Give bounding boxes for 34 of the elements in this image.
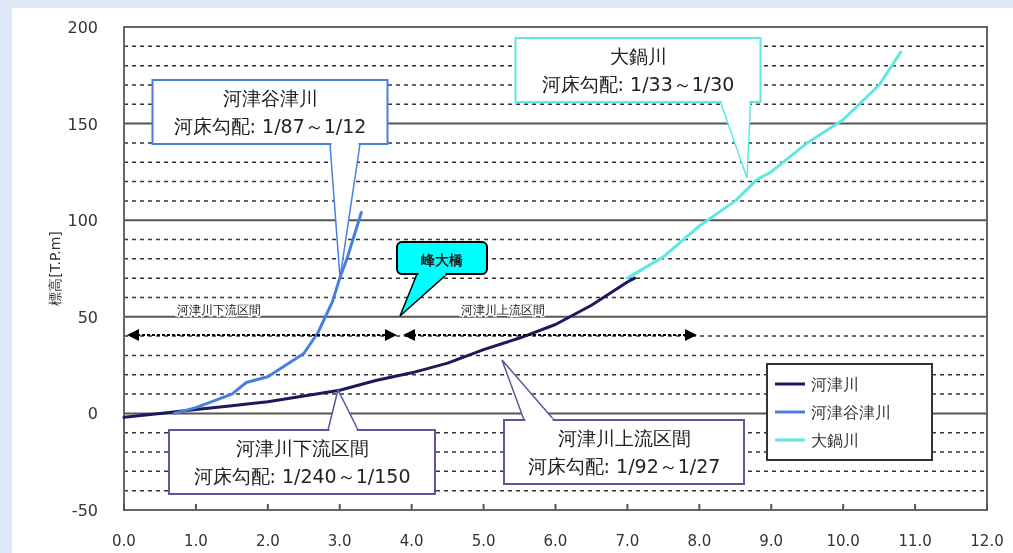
annotation: 河津川下流区間 (235, 437, 369, 459)
y-tick-label: 50 (77, 307, 98, 327)
x-tick-label: 3.0 (327, 532, 352, 550)
annotation: 河津川上流区間 (460, 303, 545, 317)
x-tick-label: 8.0 (687, 532, 712, 550)
annotation: 河床勾配: 1/240～1/150 (193, 465, 411, 487)
x-tick-label: 6.0 (543, 532, 568, 550)
x-tick-label: 10.0 (826, 532, 860, 550)
y-tick-label: 0 (87, 404, 98, 424)
annotation: 河津川上流区間 (557, 427, 691, 449)
y-tick-label: -50 (71, 501, 98, 520)
annotation: 河床勾配: 1/92～1/27 (527, 455, 721, 477)
x-tick-label: 9.0 (759, 532, 784, 550)
legend-label: 河津川 (811, 375, 859, 394)
y-tick-label: 200 (67, 18, 98, 37)
x-tick-label: 4.0 (399, 532, 424, 550)
x-tick-label: 0.0 (112, 532, 136, 550)
annotation: 大鍋川 (609, 45, 667, 67)
legend-label: 河津谷津川 (811, 403, 891, 422)
y-tick-label: 100 (67, 211, 98, 231)
x-tick-label: 2.0 (255, 532, 280, 550)
y-tick-label: 150 (67, 114, 98, 134)
annotation: 河床勾配: 1/33～1/30 (541, 73, 735, 95)
annotation: 峰大橋 (421, 252, 464, 268)
x-tick-label: 7.0 (615, 532, 640, 550)
x-tick-label: 5.0 (471, 532, 496, 550)
annotation: 河津谷津川 (222, 87, 318, 109)
x-tick-label: 1.0 (183, 532, 208, 550)
x-tick-label: 11.0 (898, 532, 932, 550)
annotation: 河津川下流区間 (176, 303, 261, 317)
x-tick-label: 12.0 (970, 532, 1004, 550)
y-axis-title: 標高[T.P.m] (47, 231, 63, 306)
legend-label: 大鍋川 (811, 431, 859, 450)
annotation: 河床勾配: 1/87～1/12 (173, 115, 367, 137)
